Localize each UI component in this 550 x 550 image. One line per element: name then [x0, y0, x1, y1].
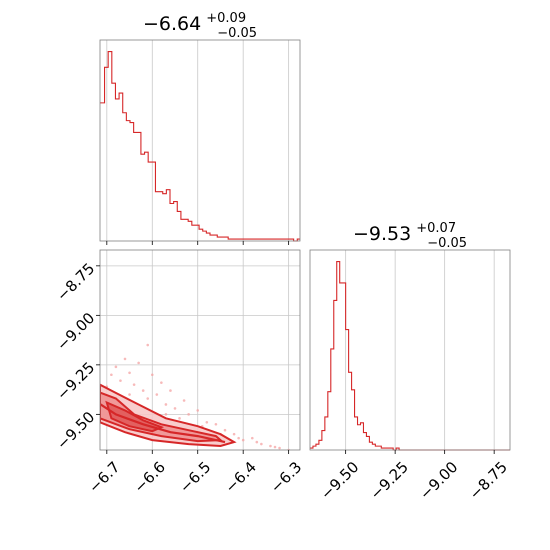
scatter-point: [269, 444, 272, 448]
x-tick-label-bottom-right: −8.75: [466, 458, 511, 503]
scatter-point: [128, 393, 131, 396]
title-top-left-main: −6.64: [143, 13, 201, 35]
scatter-point: [223, 428, 227, 432]
scatter-point: [128, 371, 131, 375]
x-tick-label-bottom-right: −9.00: [416, 458, 461, 503]
scatter-point: [146, 343, 150, 347]
y-tick-label-bottom-left: −8.75: [53, 259, 98, 304]
scatter-point: [182, 399, 186, 402]
panel-top-left: −6.64 +0.09 −0.05: [99, 7, 301, 245]
title-top-left-sup: +0.09: [206, 11, 246, 26]
scatter-point: [273, 445, 277, 449]
scatter-point: [164, 403, 168, 406]
scatter-point: [132, 383, 136, 386]
title-bottom-right-sub: −0.05: [427, 236, 467, 251]
scatter-point: [169, 389, 172, 392]
title-top-left: −6.64 +0.09 −0.05: [143, 7, 257, 41]
scatter-point: [178, 417, 181, 420]
histogram-step-top-left: [100, 51, 300, 242]
scatter-point: [241, 438, 245, 442]
scatter-point: [214, 422, 218, 426]
panel-bottom-left: −6.7 −6.6 −6.5 −6.4 −6.3 −8.75 −9.00−9.25 −9.5…: [53, 249, 305, 497]
title-bottom-right-main: −9.53: [353, 223, 411, 245]
scatter-point: [123, 357, 127, 361]
title-top-left-sub: −0.05: [217, 26, 257, 41]
x-tick-label-bottom-right: −9.50: [317, 458, 362, 503]
scatter-point: [155, 393, 159, 396]
scatter-point: [160, 381, 163, 384]
panel-bottom-right: −9.50 −9.25 −9.00 −8.75 −9.53 +0.07 −0.05: [309, 217, 511, 503]
scatter-point: [146, 397, 150, 400]
scatter-point: [205, 420, 209, 424]
x-tick-label-bottom-left: −6.3: [267, 458, 305, 496]
scatter-point: [110, 373, 113, 377]
panel-frame-bottom-right: [309, 249, 511, 451]
scatter-point: [278, 446, 281, 450]
x-tick-label-bottom-left: −6.4: [221, 458, 259, 496]
x-tick-label-bottom-left: −6.7: [85, 458, 123, 496]
x-tick-label-bottom-left: −6.5: [176, 458, 214, 496]
title-bottom-right: −9.53 +0.07 −0.05: [353, 217, 467, 251]
scatter-point: [164, 413, 168, 416]
scatter-point: [237, 436, 240, 440]
scatter-point: [250, 436, 254, 440]
scatter-point: [187, 413, 190, 416]
panel-frame-bottom-left: [99, 249, 301, 451]
scatter-point: [260, 442, 263, 446]
y-tick-label-bottom-left: −9.25: [53, 358, 98, 403]
histogram-step-bottom-right: [310, 260, 510, 451]
scatter-point: [141, 389, 145, 392]
panel-frame-top-left: [99, 39, 301, 242]
scatter-point: [119, 379, 122, 382]
scatter-point: [196, 409, 200, 412]
scatter-point: [137, 361, 140, 365]
scatter-point: [150, 373, 154, 377]
x-tick-label-bottom-right: −9.25: [367, 458, 412, 503]
contour-mid: [100, 391, 224, 443]
scatter-point: [173, 407, 177, 410]
title-bottom-right-sup: +0.07: [416, 221, 456, 236]
y-tick-label-bottom-left: −9.00: [53, 309, 98, 354]
y-tick-label-bottom-left: −9.50: [53, 408, 98, 453]
scatter-point: [255, 440, 259, 444]
scatter-point: [232, 432, 236, 436]
density-ridge: [100, 402, 226, 444]
scatter-point: [114, 365, 118, 369]
x-tick-label-bottom-left: −6.6: [131, 458, 169, 496]
